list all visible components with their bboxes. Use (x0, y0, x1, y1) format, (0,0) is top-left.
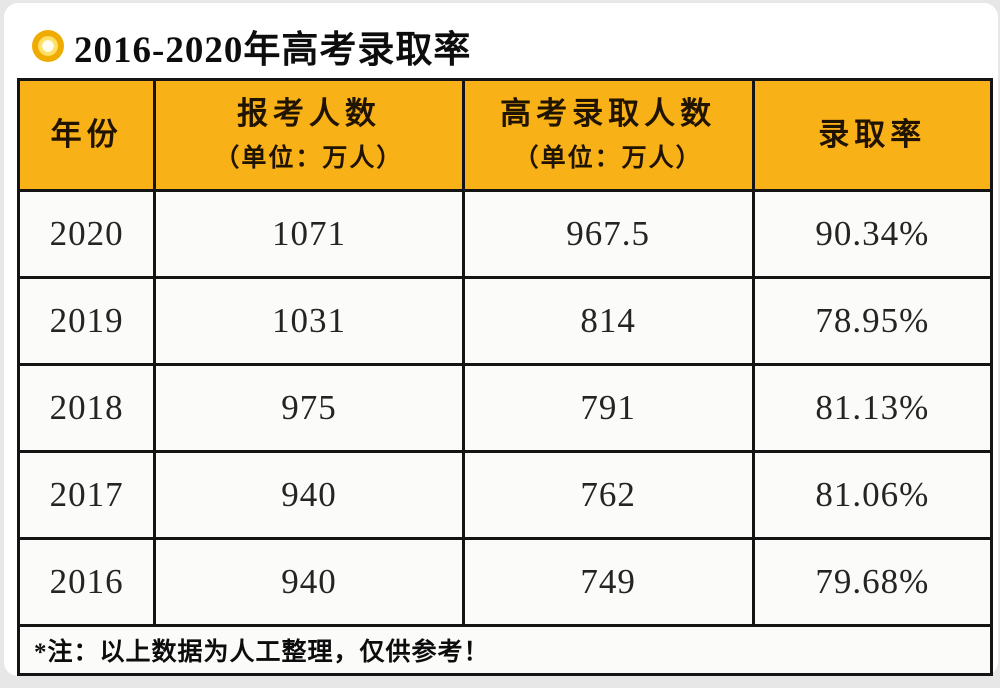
col-header-rate: 录取率 (751, 78, 994, 192)
cell-applicants: 1031 (153, 276, 465, 366)
admission-rate-table: 年份 报考人数 （单位：万人） 高考录取人数 （单位：万人） 录取率 2020 … (16, 78, 994, 676)
cell-year: 2019 (16, 276, 157, 366)
col-header-applicants: 报考人数 （单位：万人） (153, 78, 465, 192)
table-row-2018: 2018 975 791 81.13% (16, 363, 994, 453)
cell-applicants: 975 (153, 363, 465, 453)
cell-rate: 81.06% (751, 450, 994, 540)
table-row-2020: 2020 1071 967.5 90.34% (16, 189, 994, 279)
cell-applicants: 940 (153, 450, 465, 540)
cell-admitted: 762 (461, 450, 755, 540)
gold-ring-icon (32, 30, 64, 62)
cell-rate: 81.13% (751, 363, 994, 453)
col-header-rate-label: 录取率 (818, 117, 927, 153)
cell-admitted: 749 (461, 537, 755, 627)
table-header: 年份 报考人数 （单位：万人） 高考录取人数 （单位：万人） 录取率 (16, 78, 994, 192)
col-header-admitted-label: 高考录取人数 (500, 96, 717, 132)
content-card: 2016-2020年高考录取率 年份 报考人数 （单位：万人） 高考录取人数 （… (4, 3, 998, 676)
table-row-2016: 2016 940 749 79.68% (16, 537, 994, 627)
cell-year: 2017 (16, 450, 157, 540)
cell-admitted: 791 (461, 363, 755, 453)
header-row: 年份 报考人数 （单位：万人） 高考录取人数 （单位：万人） 录取率 (16, 78, 994, 192)
col-header-applicants-unit: （单位：万人） (214, 144, 404, 172)
table-row-2017: 2017 940 762 81.06% (16, 450, 994, 540)
cell-applicants: 1071 (153, 189, 465, 279)
cell-year: 2020 (16, 189, 157, 279)
table-row-2019: 2019 1031 814 78.95% (16, 276, 994, 366)
footnote-row: *注：以上数据为人工整理，仅供参考！ (17, 624, 993, 676)
col-header-admitted: 高考录取人数 （单位：万人） (461, 78, 755, 192)
cell-year: 2018 (16, 363, 157, 453)
title-row: 2016-2020年高考录取率 (4, 3, 998, 73)
cell-rate: 79.68% (751, 537, 994, 627)
col-header-applicants-label: 报考人数 (236, 96, 381, 132)
col-header-year-label: 年份 (50, 117, 123, 153)
cell-applicants: 940 (153, 537, 465, 627)
footnote-text: *注：以上数据为人工整理，仅供参考！ (17, 624, 993, 676)
cell-year: 2016 (16, 537, 157, 627)
col-header-year: 年份 (16, 78, 157, 192)
col-header-admitted-unit: （单位：万人） (513, 144, 703, 172)
cell-rate: 78.95% (751, 276, 994, 366)
page-title: 2016-2020年高考录取率 (74, 30, 472, 71)
table-body: 2020 1071 967.5 90.34% 2019 1031 814 78.… (16, 189, 994, 676)
cell-admitted: 967.5 (461, 189, 755, 279)
cell-admitted: 814 (461, 276, 755, 366)
cell-rate: 90.34% (751, 189, 994, 279)
